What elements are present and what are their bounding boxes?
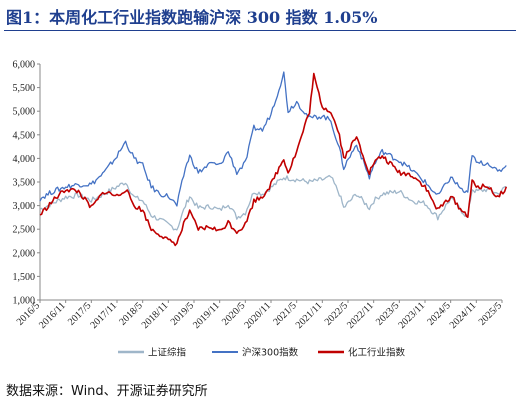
y-tick-label: 5,500 — [13, 83, 36, 94]
line-chart: 1,000 1,500 2,000 2,500 3,000 3,500 4,000 4,500… — [13, 60, 508, 359]
legend-label-0: 上证综指 — [148, 347, 187, 359]
chart-series — [39, 71, 508, 247]
series-line-0 — [39, 174, 507, 231]
y-tick-label: 2,500 — [13, 225, 36, 236]
y-tick-label: 2,000 — [13, 248, 36, 259]
x-tick-label: 2023/11 — [396, 300, 427, 331]
series-line-1 — [39, 71, 507, 207]
x-tick-label: 2020/11 — [242, 300, 273, 331]
y-tick-label: 3,500 — [13, 178, 36, 189]
source-note: 数据来源：Wind、开源证券研究所 — [6, 384, 208, 399]
x-tick-label: 2016/11 — [37, 300, 68, 331]
y-tick-label: 3,000 — [13, 201, 36, 212]
series-line-2 — [39, 72, 508, 247]
x-tick-label: 2025/5 — [477, 300, 504, 327]
x-tick-label: 2021/11 — [294, 300, 325, 331]
x-tick-label: 2024/11 — [448, 300, 479, 331]
legend-label-2: 化工行业指数 — [348, 347, 406, 359]
x-tick-label: 2017/11 — [88, 300, 119, 331]
y-tick-label: 4,500 — [13, 130, 36, 141]
title-divider — [4, 30, 516, 31]
y-tick-label: 6,000 — [13, 60, 36, 71]
y-tick-label: 5,000 — [13, 107, 36, 118]
figure-title: 图1：本周化工行业指数跑输沪深 300 指数 1.05% — [6, 8, 378, 27]
y-tick-label: 1,500 — [13, 272, 36, 283]
legend-label-1: 沪深300指数 — [242, 347, 299, 359]
x-tick-label: 2019/11 — [191, 300, 222, 331]
y-tick-label: 1,000 — [13, 296, 36, 307]
y-tick-label: 4,000 — [13, 154, 36, 165]
chart-legend: 上证综指 沪深300指数 化工行业指数 — [118, 347, 406, 359]
x-tick-label: 2018/11 — [140, 300, 171, 331]
x-tick-label: 2022/11 — [345, 300, 376, 331]
